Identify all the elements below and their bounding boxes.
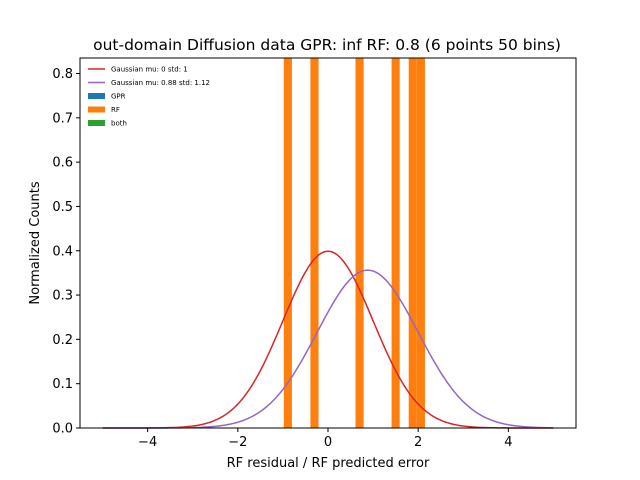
plot-frame — [79, 57, 577, 429]
gaussian-curves — [102, 250, 554, 429]
legend: Gaussian mu: 0 std: 1 Gaussian mu: 0.88 s… — [88, 66, 210, 128]
y-tick-label: 0.8 — [52, 67, 73, 82]
rf-bar-0 — [283, 58, 292, 428]
x-tick-label: −2 — [228, 435, 247, 450]
y-tick-label: 0.6 — [52, 156, 73, 171]
y-tick-label: 0.0 — [52, 422, 73, 437]
legend-patch-swatch — [88, 106, 105, 113]
x-tick-label: 4 — [504, 435, 512, 450]
chart-title: out-domain Diffusion data GPR: inf RF: 0… — [93, 36, 561, 54]
gaussian-curve-0 — [102, 250, 554, 429]
legend-patch-swatch — [88, 120, 105, 126]
legend-label: GPR — [111, 93, 126, 101]
rf-bar-1 — [310, 58, 319, 428]
x-tick-label: 2 — [414, 435, 422, 450]
legend-label: Gaussian mu: 0.88 std: 1.12 — [111, 79, 210, 87]
gaussian-curve-1 — [102, 269, 554, 429]
y-axis-ticks: 0.0 0.1 0.2 0.3 0.4 0.5 0.6 0.7 0.8 — [52, 67, 80, 437]
rf-bars — [283, 58, 425, 428]
y-tick-label: 0.7 — [52, 111, 73, 126]
x-tick-label: −4 — [138, 435, 157, 450]
x-axis-label: RF residual / RF predicted error — [227, 456, 430, 471]
x-tick-label: 0 — [324, 435, 332, 450]
y-tick-label: 0.2 — [52, 333, 73, 348]
legend-patch-swatch — [88, 93, 105, 99]
y-axis-label: Normalized Counts — [28, 181, 43, 304]
legend-label: both — [111, 120, 127, 128]
rf-bar-5 — [416, 58, 425, 428]
y-tick-label: 0.5 — [52, 200, 73, 215]
legend-label: Gaussian mu: 0 std: 1 — [111, 66, 188, 74]
legend-label: RF — [111, 106, 120, 114]
y-tick-label: 0.3 — [52, 289, 73, 304]
rf-bar-2 — [355, 58, 364, 428]
x-axis-ticks: −4 −2 0 2 4 — [138, 428, 513, 450]
rf-bar-4 — [408, 58, 417, 428]
y-tick-label: 0.1 — [52, 377, 73, 392]
y-tick-label: 0.4 — [52, 244, 73, 259]
rf-bar-3 — [391, 58, 400, 428]
